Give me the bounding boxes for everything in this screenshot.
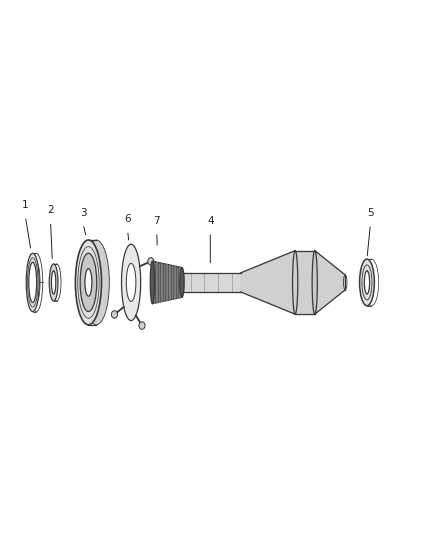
Polygon shape (152, 261, 182, 304)
Ellipse shape (180, 268, 184, 297)
Ellipse shape (51, 271, 56, 294)
Ellipse shape (150, 261, 155, 304)
Ellipse shape (85, 269, 92, 296)
Ellipse shape (75, 240, 102, 325)
Text: 3: 3 (80, 208, 87, 217)
Polygon shape (295, 251, 315, 314)
Ellipse shape (29, 262, 37, 303)
Polygon shape (241, 251, 295, 314)
Ellipse shape (121, 244, 141, 320)
Polygon shape (315, 251, 345, 314)
Circle shape (111, 311, 117, 318)
Text: 4: 4 (207, 216, 214, 225)
Ellipse shape (312, 251, 318, 314)
Ellipse shape (364, 271, 370, 294)
Text: 1: 1 (22, 200, 28, 210)
Ellipse shape (26, 253, 39, 312)
Ellipse shape (126, 263, 136, 302)
Ellipse shape (49, 264, 58, 301)
Circle shape (139, 322, 145, 329)
Text: 7: 7 (153, 216, 160, 225)
Text: 6: 6 (124, 214, 131, 224)
Text: 2: 2 (47, 205, 54, 215)
Text: 5: 5 (367, 208, 374, 217)
Ellipse shape (83, 240, 110, 325)
Circle shape (148, 257, 154, 265)
Ellipse shape (360, 259, 374, 306)
Ellipse shape (80, 253, 97, 312)
